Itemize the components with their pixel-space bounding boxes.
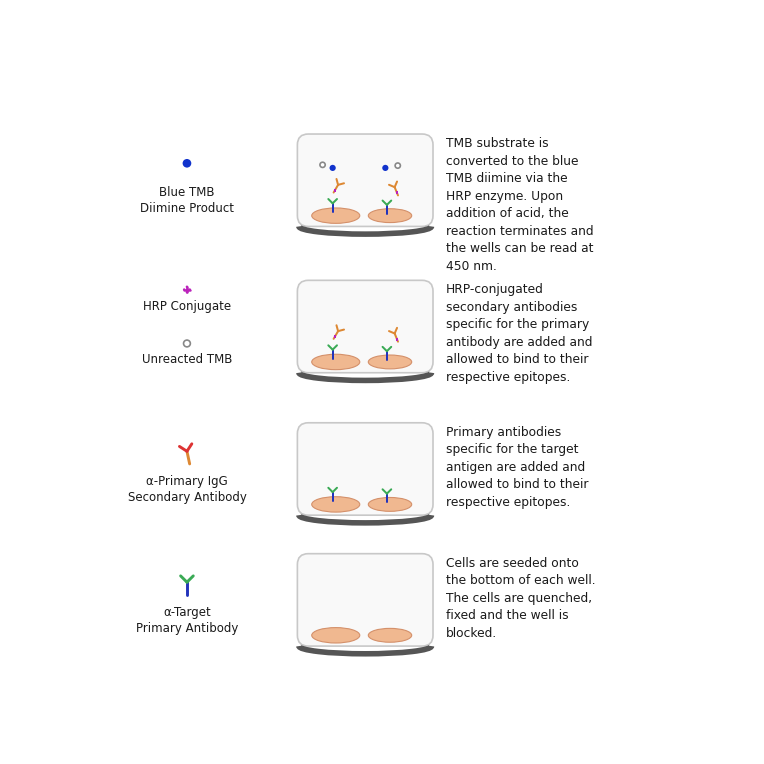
Ellipse shape — [368, 628, 412, 643]
Text: Blue TMB
Diimine Product: Blue TMB Diimine Product — [140, 186, 234, 215]
FancyBboxPatch shape — [297, 554, 433, 646]
FancyBboxPatch shape — [297, 134, 433, 226]
FancyBboxPatch shape — [396, 338, 398, 341]
FancyBboxPatch shape — [297, 422, 433, 515]
Ellipse shape — [368, 209, 412, 222]
Ellipse shape — [368, 355, 412, 369]
Text: α-Primary IgG
Secondary Antibody: α-Primary IgG Secondary Antibody — [128, 475, 246, 504]
FancyBboxPatch shape — [334, 189, 336, 192]
Circle shape — [186, 291, 188, 293]
Text: α-Target
Primary Antibody: α-Target Primary Antibody — [136, 606, 238, 635]
FancyBboxPatch shape — [334, 335, 336, 338]
Circle shape — [329, 165, 335, 171]
Ellipse shape — [368, 497, 412, 511]
Ellipse shape — [312, 354, 360, 370]
Circle shape — [320, 162, 325, 167]
Text: HRP Conjugate: HRP Conjugate — [143, 299, 231, 312]
Text: HRP-conjugated
secondary antibodies
specific for the primary
antibody are added : HRP-conjugated secondary antibodies spec… — [446, 283, 592, 384]
Circle shape — [395, 163, 400, 168]
Circle shape — [186, 288, 188, 291]
Text: TMB substrate is
converted to the blue
TMB diimine via the
HRP enzyme. Upon
addi: TMB substrate is converted to the blue T… — [446, 137, 594, 273]
Ellipse shape — [312, 497, 360, 512]
Circle shape — [186, 286, 188, 288]
Circle shape — [189, 288, 191, 291]
Circle shape — [183, 340, 190, 347]
Text: Unreacted TMB: Unreacted TMB — [142, 353, 232, 366]
FancyBboxPatch shape — [297, 280, 433, 373]
Text: Primary antibodies
specific for the target
antigen are added and
allowed to bind: Primary antibodies specific for the targ… — [446, 426, 588, 509]
FancyBboxPatch shape — [396, 192, 398, 194]
Circle shape — [382, 165, 388, 171]
Ellipse shape — [312, 627, 360, 643]
Text: Cells are seeded onto
the bottom of each well.
The cells are quenched,
fixed and: Cells are seeded onto the bottom of each… — [446, 557, 595, 639]
Ellipse shape — [312, 208, 360, 223]
Circle shape — [183, 159, 191, 167]
Circle shape — [183, 288, 186, 291]
